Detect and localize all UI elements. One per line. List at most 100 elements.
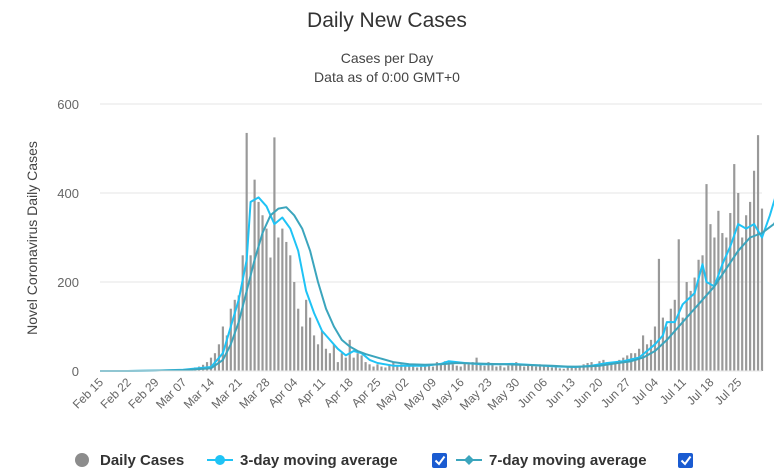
daily-cases-bar [752,170,756,371]
daily-cases-bar [316,344,320,371]
daily-cases-bar [562,368,565,371]
daily-cases-bar [479,364,482,371]
legend-label-7-day: 7-day moving average [489,452,647,469]
daily-cases-bar [713,237,716,371]
daily-cases-bar [427,364,431,371]
daily-cases-bar [435,362,439,371]
daily-cases-bar [281,228,284,371]
daily-cases-bar [681,317,684,371]
daily-cases-bar [515,362,518,371]
legend-label-3-day: 3-day moving average [240,452,398,469]
x-tick-label: Apr 18 [321,375,356,410]
checkbox-3-day-moving-average[interactable] [432,453,447,468]
daily-cases-bar [312,335,316,371]
legend-item-daily-cases[interactable]: Daily Cases [75,452,184,469]
daily-cases-bar [534,366,538,371]
checkbox-7-day-moving-average[interactable] [678,453,693,468]
moving-average-lines [100,196,774,372]
daily-cases-bar [309,317,312,371]
daily-cases-bar [416,367,419,371]
daily-cases-bar [614,362,617,371]
daily-cases-bar [610,362,613,371]
daily-cases-bar [364,362,367,371]
daily-cases-bar [487,362,490,371]
daily-cases-bar [594,364,597,371]
daily-cases-bar [463,362,466,371]
daily-cases-bar [578,365,581,371]
daily-cases-bar [634,353,637,371]
daily-cases-bar [467,364,470,371]
x-tick-label: Apr 04 [265,375,300,410]
legend: Daily Cases 3-day moving average 7-day m… [75,452,693,469]
daily-cases-bar [368,364,371,371]
daily-cases-bar [530,364,534,371]
daily-cases-bar [701,255,704,371]
legend-item-3-day-moving-average[interactable]: 3-day moving average [207,452,398,469]
daily-cases-bar [241,255,244,371]
daily-cases-bar [293,282,296,371]
daily-cases-bar [253,179,256,371]
daily-cases-bars [126,132,764,371]
daily-cases-bar [221,326,224,371]
daily-cases-bar [527,365,530,371]
daily-cases-bar [491,364,494,371]
daily-cases-bar [669,308,672,371]
daily-cases-bar [574,367,577,371]
daily-cases-bar [455,365,458,371]
daily-cases-bar [653,326,657,371]
daily-cases-bar [400,364,403,371]
daily-cases-bar [709,224,712,371]
daily-cases-bar [499,365,502,371]
chart-subtitle-line-2: Data as of 0:00 GMT+0 [314,69,460,85]
daily-cases-bar [717,210,720,371]
daily-cases-bar [372,366,375,371]
daily-cases-bar [729,213,732,371]
daily-cases-bar [618,359,621,371]
x-tick-label: Jul 25 [712,375,745,408]
x-tick-label: Jun 06 [515,375,551,411]
daily-cases-bar [289,255,292,371]
x-tick-label: Jul 18 [684,375,717,408]
daily-cases-bar [760,208,764,371]
daily-cases-bar [376,364,379,371]
daily-cases-bar [443,361,446,371]
daily-cases-bar [649,339,653,371]
legend-marker-daily-cases [75,453,89,467]
y-tick-label: 400 [57,186,79,201]
daily-cases-bar [328,353,332,371]
daily-cases-bar [348,339,351,371]
checkbox-box-7-day[interactable] [678,453,693,468]
daily-cases-bar [523,366,526,371]
daily-cases-bar [340,353,343,371]
daily-cases-bar [336,362,339,371]
daily-cases-bar [546,366,550,371]
daily-cases-bar [677,239,680,371]
legend-item-7-day-moving-average[interactable]: 7-day moving average [456,452,647,469]
x-tick-label: Jun 27 [598,375,634,411]
daily-cases-bar [749,201,752,371]
daily-cases-bar [257,201,260,371]
daily-cases-bar [332,344,335,371]
checkbox-box-3-day[interactable] [432,453,447,468]
daily-cases-bar [542,365,546,371]
series-line-3-day [100,196,774,372]
daily-cases-bar [721,233,724,371]
daily-cases-bar [431,366,435,371]
daily-cases-bar [733,164,736,371]
daily-cases-bar [229,308,232,371]
daily-cases-bar [550,367,553,371]
daily-cases-bar [566,367,569,371]
daily-cases-bar [423,365,427,371]
y-axis-label: Novel Coronavirus Daily Cases [24,141,40,335]
daily-cases-bar [756,135,760,371]
daily-cases-bar [693,277,696,371]
daily-cases-bar [439,362,443,371]
daily-cases-bar [745,215,748,371]
daily-cases-bar [570,366,573,371]
daily-cases-bar [737,193,740,371]
daily-cases-bar [273,137,276,371]
daily-cases-bar [519,364,522,371]
x-tick-label: Jul 04 [629,375,662,408]
